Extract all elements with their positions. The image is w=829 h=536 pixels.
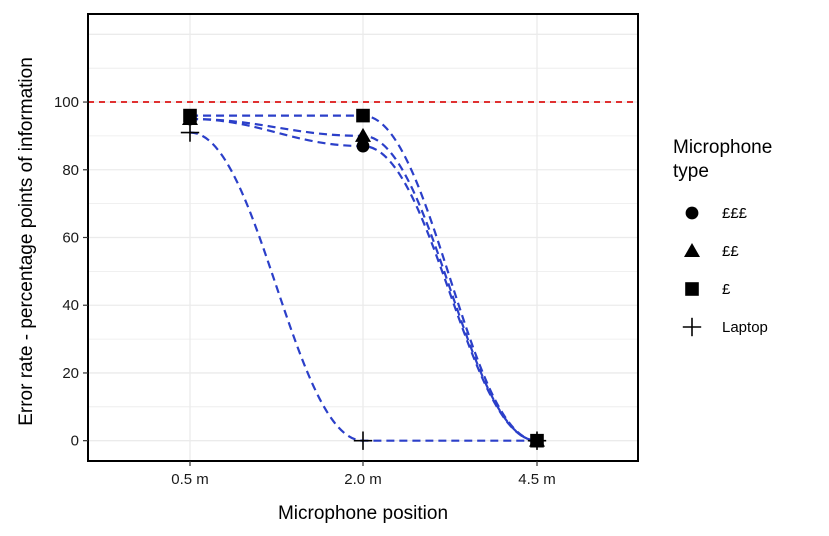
x-tick-label: 4.5 m: [518, 471, 556, 488]
data-point-plus: [180, 123, 200, 142]
legend-label: £: [722, 281, 731, 298]
data-point-square: [685, 282, 699, 296]
legend-label: £££: [722, 205, 748, 222]
series-lines: [189, 114, 538, 442]
y-tick-label: 80: [62, 162, 79, 179]
series-line: [189, 117, 538, 442]
y-tick-label: 60: [62, 230, 79, 247]
data-point-plus: [682, 317, 702, 337]
data-point-triangle: [684, 243, 700, 257]
y-tick-label: 0: [71, 433, 79, 450]
y-axis-ticks: 0 20 40 60 80 100: [54, 94, 88, 450]
data-point-square: [356, 108, 370, 123]
legend-label: ££: [722, 243, 739, 260]
y-tick-label: 40: [62, 297, 79, 314]
data-point-square: [183, 108, 197, 123]
legend-title: Microphone: [673, 137, 772, 158]
y-axis-title: Error rate - percentage points of inform…: [16, 57, 37, 426]
series-line: [190, 114, 538, 442]
series-line: [189, 131, 537, 442]
legend-item: £: [685, 281, 731, 298]
legend-item: £££: [685, 205, 748, 222]
data-point-plus: [353, 431, 373, 450]
legend-item: ££: [684, 243, 739, 260]
x-axis-ticks: 0.5 m 2.0 m 4.5 m: [171, 461, 556, 488]
legend-item: Laptop: [682, 317, 768, 337]
legend-title: type: [673, 161, 709, 182]
data-point-circle: [685, 206, 699, 220]
data-point-plus: [527, 431, 547, 450]
x-tick-label: 2.0 m: [344, 471, 382, 488]
grid: [88, 14, 638, 461]
series-markers: [180, 108, 547, 450]
series-line: [189, 117, 538, 442]
data-point-circle: [356, 139, 370, 153]
legend-label: Laptop: [722, 319, 768, 336]
x-tick-label: 0.5 m: [171, 471, 209, 488]
x-axis-title: Microphone position: [278, 503, 448, 524]
y-tick-label: 100: [54, 94, 79, 111]
data-point-triangle: [355, 127, 371, 142]
y-tick-label: 20: [62, 365, 79, 382]
